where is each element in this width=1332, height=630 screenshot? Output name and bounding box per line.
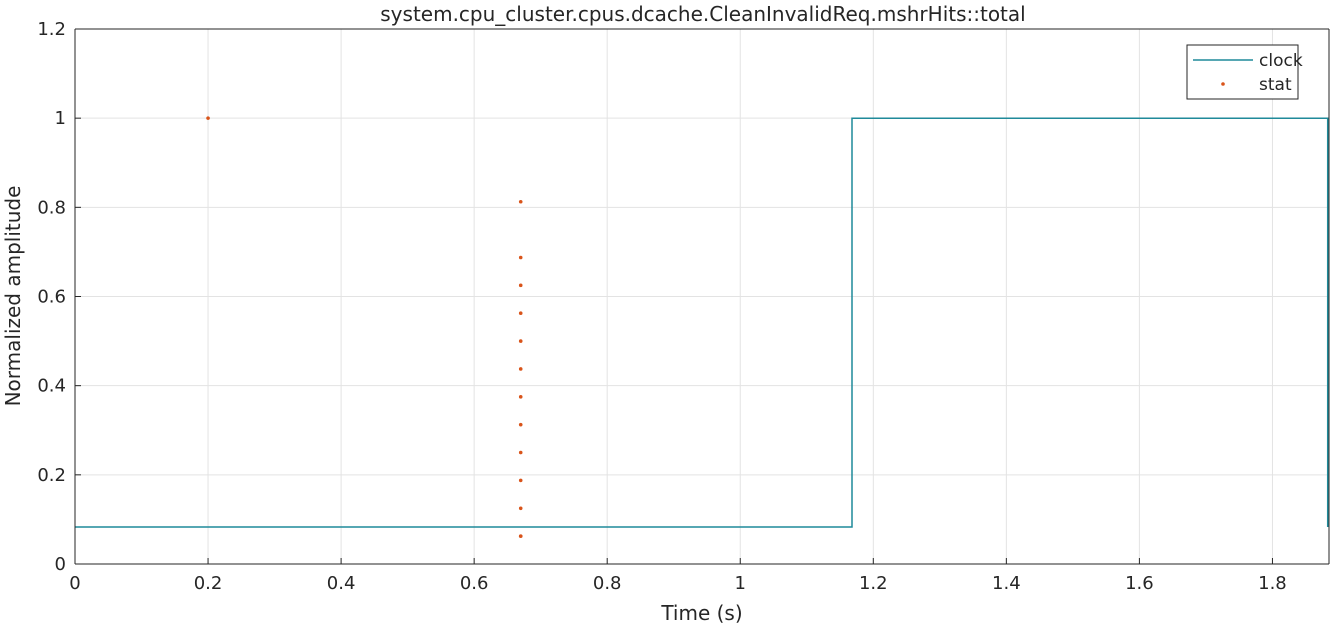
x-tick-label: 0 [69, 573, 80, 594]
series-point-stat [518, 367, 523, 371]
series-layer [75, 116, 1329, 538]
x-tick-label: 1.4 [992, 573, 1021, 594]
chart-title: system.cpu_cluster.cpus.dcache.CleanInva… [380, 2, 1025, 26]
legend-label-stat: stat [1259, 75, 1292, 95]
y-tick-label: 0 [55, 554, 66, 575]
x-tick-label: 1.6 [1125, 573, 1154, 594]
series-point-stat [518, 395, 523, 399]
y-tick-label: 1 [55, 108, 66, 129]
y-axis-title: Normalized amplitude [1, 186, 25, 407]
y-tick-label: 0.4 [37, 376, 66, 397]
x-tick-label: 0.2 [194, 573, 223, 594]
series-point-stat [518, 199, 523, 204]
x-axis-title: Time (s) [660, 601, 742, 625]
series-point-stat [518, 534, 523, 538]
x-tick-label: 0.8 [593, 573, 622, 594]
x-tick-label: 1.2 [859, 573, 888, 594]
x-tick-label: 0.4 [327, 573, 356, 594]
y-tick-label: 1.2 [37, 19, 66, 40]
y-tick-label: 0.2 [37, 465, 66, 486]
y-tick-label: 0.8 [37, 197, 66, 218]
axes [74, 28, 1330, 565]
series-point-stat [518, 339, 523, 343]
series-point-stat [518, 506, 523, 511]
y-tick-label: 0.6 [37, 287, 66, 308]
grid [74, 28, 1329, 565]
legend-swatch-stat [1221, 82, 1225, 86]
x-tick-label: 0.6 [460, 573, 489, 594]
series-point-stat [518, 478, 523, 483]
x-tick-label: 1.8 [1258, 573, 1287, 594]
x-tick-label: 1 [735, 573, 746, 594]
series-point-stat [518, 311, 523, 316]
legend-box [1186, 44, 1299, 100]
series-point-stat [518, 450, 523, 455]
series-point-stat [518, 255, 523, 260]
legend: clock stat [1186, 44, 1303, 100]
series-point-stat [518, 283, 523, 288]
series-point-stat [518, 422, 523, 427]
legend-label-clock: clock [1259, 51, 1303, 71]
series-point-stat [206, 116, 210, 120]
series-line-clock [75, 117, 1329, 528]
tick-labels: 0 0.2 0.4 0.6 0.8 1 1.2 1.4 1.6 1.8 0 0.2 0.4 0.6 0.8 1… [37, 19, 1286, 594]
